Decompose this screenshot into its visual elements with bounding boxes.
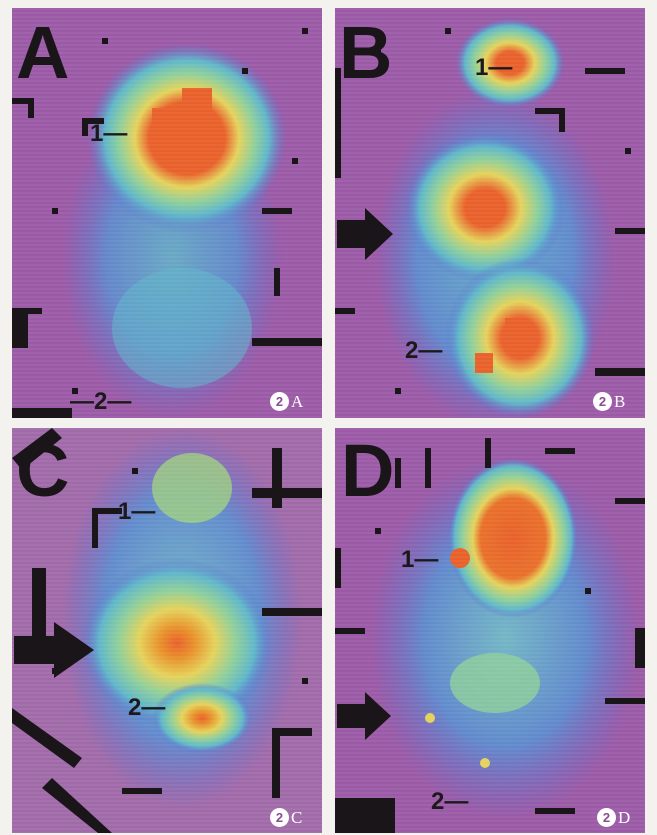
figure-number-badge: 2 bbox=[270, 808, 289, 827]
panel-d: D 1— 2— 2 D bbox=[335, 428, 645, 833]
panel-b-letter: B bbox=[339, 11, 392, 94]
panel-d-letter: D bbox=[341, 429, 394, 512]
panel-d-marker-2: 2— bbox=[431, 788, 469, 815]
panel-b: B 1— 2— 2 B bbox=[335, 8, 645, 418]
figure-number-badge: 2 bbox=[593, 392, 612, 411]
panel-c-marker-1: 1— bbox=[118, 498, 156, 525]
panel-b-marker-1: 1— bbox=[475, 54, 513, 81]
panel-a: A 1— —2— 2 A bbox=[12, 8, 322, 418]
panel-a-letter: A bbox=[16, 11, 69, 94]
panel-a-caption: 2 A bbox=[270, 392, 303, 411]
panel-b-caption: 2 B bbox=[593, 392, 625, 411]
panel-a-heatmap bbox=[12, 8, 322, 418]
panel-b-marker-2: 2— bbox=[405, 337, 443, 364]
figure-number-badge: 2 bbox=[270, 392, 289, 411]
panel-c-caption: 2 C bbox=[270, 808, 302, 827]
panel-d-caption: 2 D bbox=[597, 808, 630, 827]
panel-a-marker-1: 1— bbox=[90, 120, 128, 147]
panel-c-heatmap bbox=[12, 428, 322, 833]
panel-d-heatmap bbox=[335, 428, 645, 833]
panel-b-heatmap bbox=[335, 8, 645, 418]
panel-a-marker-2: —2— bbox=[70, 388, 132, 415]
panel-d-marker-1: 1— bbox=[401, 546, 439, 573]
panel-c: C 1— 2— 2 C bbox=[12, 428, 322, 833]
panel-c-letter: C bbox=[16, 429, 69, 512]
panel-c-marker-2: 2— bbox=[128, 694, 166, 721]
figure-number-badge: 2 bbox=[597, 808, 616, 827]
